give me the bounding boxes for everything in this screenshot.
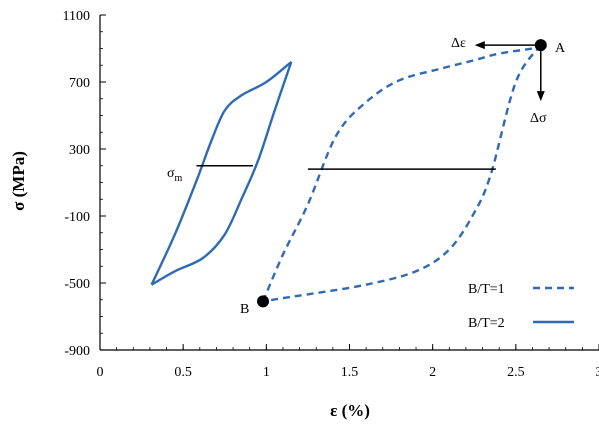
x-tick-label: 3: [596, 365, 599, 380]
series-bt2-unloading-branch: [150, 61, 293, 286]
delta-sigma-label: Δσ: [530, 111, 547, 126]
y-axis-title: σ (MPa): [9, 151, 28, 211]
y-tick-label: -900: [64, 344, 90, 359]
x-tick-label: 1: [263, 365, 270, 380]
x-axis-title: ε (%): [330, 401, 370, 420]
y-tick-label: 700: [69, 76, 90, 91]
y-tick-label: 1100: [63, 9, 90, 24]
delta-epsilon-arrowhead: [474, 41, 485, 50]
delta-sigma-arrowhead: [536, 91, 545, 102]
legend: B/T=1 B/T=2: [468, 282, 574, 331]
x-tick-label: 2.5: [507, 365, 525, 380]
point-b-label: B: [240, 302, 249, 317]
series-bt1-unloading-branch: [262, 44, 542, 303]
y-tick-label: -100: [64, 210, 90, 225]
legend-label-bt2: B/T=2: [468, 316, 505, 331]
point-a-label: A: [555, 41, 566, 56]
series-bt2-loading-branch: [150, 60, 293, 286]
x-tick-label: 0.5: [174, 365, 192, 380]
series-bt1-loading-branch: [261, 44, 542, 302]
legend-label-bt1: B/T=1: [468, 282, 505, 297]
sigma-m-label: σm: [167, 166, 183, 184]
plot-area: 0 0.5 1 1.5 2 2.5 3 -900 -500 -100 300 700 1100: [63, 9, 599, 380]
x-tick-label: 0: [97, 365, 104, 380]
sigma-m-subscript: m: [175, 173, 183, 184]
x-tick-label: 2: [429, 365, 436, 380]
delta-epsilon-label: Δε: [451, 36, 466, 51]
y-tick-label: -500: [64, 277, 90, 292]
y-tick-label: 300: [69, 143, 90, 158]
point-b-marker: [257, 295, 270, 308]
x-tick-label: 1.5: [341, 365, 359, 380]
sigma-m-main: σ: [167, 166, 175, 181]
